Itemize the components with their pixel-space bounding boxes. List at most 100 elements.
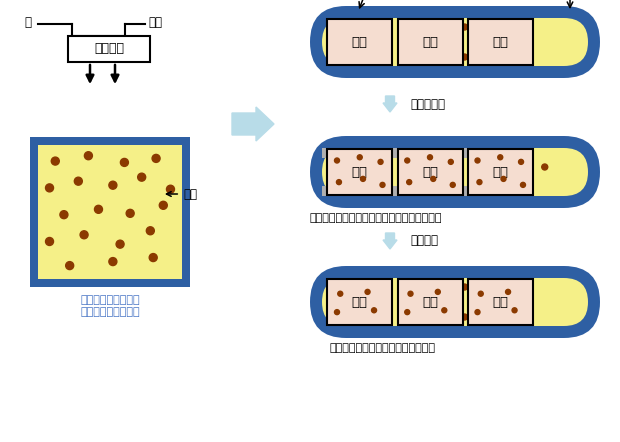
Circle shape xyxy=(66,262,74,270)
Circle shape xyxy=(327,284,334,290)
Circle shape xyxy=(384,314,390,320)
Text: 食材: 食材 xyxy=(492,296,508,309)
FancyBboxPatch shape xyxy=(397,19,463,65)
FancyBboxPatch shape xyxy=(322,278,588,326)
Circle shape xyxy=(518,160,523,164)
Circle shape xyxy=(423,284,428,290)
Circle shape xyxy=(408,291,413,296)
FancyBboxPatch shape xyxy=(30,137,190,287)
Circle shape xyxy=(146,227,154,235)
Text: 余分な酵素液は基材に再吸収される: 余分な酵素液は基材に再吸収される xyxy=(330,343,436,353)
Text: 減圧／加圧: 減圧／加圧 xyxy=(410,98,445,110)
Circle shape xyxy=(378,160,383,164)
Text: 酵素: 酵素 xyxy=(167,187,197,201)
Circle shape xyxy=(423,314,428,320)
Circle shape xyxy=(94,206,102,213)
Circle shape xyxy=(51,157,60,165)
Circle shape xyxy=(338,291,343,296)
Circle shape xyxy=(335,158,340,163)
Circle shape xyxy=(357,155,362,160)
Circle shape xyxy=(481,314,487,320)
Circle shape xyxy=(475,158,480,163)
FancyArrow shape xyxy=(232,107,274,141)
FancyArrow shape xyxy=(383,96,397,112)
Circle shape xyxy=(423,54,428,60)
Circle shape xyxy=(478,291,483,296)
Circle shape xyxy=(500,314,507,320)
Circle shape xyxy=(442,308,447,313)
Circle shape xyxy=(365,54,370,60)
FancyBboxPatch shape xyxy=(327,279,392,325)
Circle shape xyxy=(45,237,53,245)
Text: 食材: 食材 xyxy=(422,296,438,309)
Circle shape xyxy=(501,176,506,181)
Circle shape xyxy=(461,54,467,60)
Circle shape xyxy=(450,183,455,187)
Circle shape xyxy=(152,154,160,162)
FancyBboxPatch shape xyxy=(397,279,463,325)
Circle shape xyxy=(435,290,440,294)
Circle shape xyxy=(109,258,117,266)
Circle shape xyxy=(159,201,167,210)
Circle shape xyxy=(512,308,517,313)
Text: 食材: 食材 xyxy=(422,165,438,179)
Circle shape xyxy=(345,284,351,290)
Circle shape xyxy=(448,160,453,164)
Circle shape xyxy=(116,240,124,248)
Text: 食材: 食材 xyxy=(492,35,508,49)
Text: 食材: 食材 xyxy=(422,35,438,49)
FancyBboxPatch shape xyxy=(397,149,463,195)
Circle shape xyxy=(405,309,410,315)
Text: 水: 水 xyxy=(25,15,32,28)
Circle shape xyxy=(345,24,351,30)
Text: 減圧／加圧すると基材内の酵素液がしみ出る: 減圧／加圧すると基材内の酵素液がしみ出る xyxy=(310,213,443,223)
Circle shape xyxy=(360,176,366,181)
Circle shape xyxy=(60,211,68,219)
FancyBboxPatch shape xyxy=(327,149,392,195)
FancyBboxPatch shape xyxy=(467,19,533,65)
Circle shape xyxy=(407,179,412,185)
Circle shape xyxy=(337,179,342,185)
Circle shape xyxy=(521,183,526,187)
Circle shape xyxy=(405,158,410,163)
Circle shape xyxy=(74,177,82,185)
Circle shape xyxy=(109,181,117,189)
Circle shape xyxy=(481,284,487,290)
Circle shape xyxy=(384,24,390,30)
Circle shape xyxy=(403,284,409,290)
Circle shape xyxy=(423,24,428,30)
Circle shape xyxy=(149,254,157,262)
Text: 常圧復帰: 常圧復帰 xyxy=(410,235,438,248)
Circle shape xyxy=(500,24,507,30)
Circle shape xyxy=(345,314,351,320)
Text: 酵素剤が保持された: 酵素剤が保持された xyxy=(80,295,140,305)
Circle shape xyxy=(475,309,480,315)
Circle shape xyxy=(167,185,174,193)
Circle shape xyxy=(80,231,88,239)
Circle shape xyxy=(365,290,370,294)
Circle shape xyxy=(380,183,385,187)
Text: 多孔質吸水シート袋: 多孔質吸水シート袋 xyxy=(80,307,140,317)
FancyBboxPatch shape xyxy=(467,149,533,195)
Circle shape xyxy=(542,164,547,170)
FancyBboxPatch shape xyxy=(322,148,533,158)
Circle shape xyxy=(384,54,390,60)
Circle shape xyxy=(461,24,467,30)
Circle shape xyxy=(120,158,128,167)
FancyBboxPatch shape xyxy=(327,19,392,65)
FancyBboxPatch shape xyxy=(322,18,588,66)
Circle shape xyxy=(505,290,510,294)
Circle shape xyxy=(365,284,370,290)
FancyArrow shape xyxy=(383,233,397,249)
Circle shape xyxy=(45,184,53,192)
Circle shape xyxy=(327,54,334,60)
Circle shape xyxy=(498,155,503,160)
FancyBboxPatch shape xyxy=(310,6,600,78)
Circle shape xyxy=(500,54,507,60)
Circle shape xyxy=(345,54,351,60)
FancyBboxPatch shape xyxy=(310,266,600,338)
Circle shape xyxy=(403,24,409,30)
Circle shape xyxy=(327,314,334,320)
Circle shape xyxy=(126,210,134,217)
Circle shape xyxy=(428,155,433,160)
